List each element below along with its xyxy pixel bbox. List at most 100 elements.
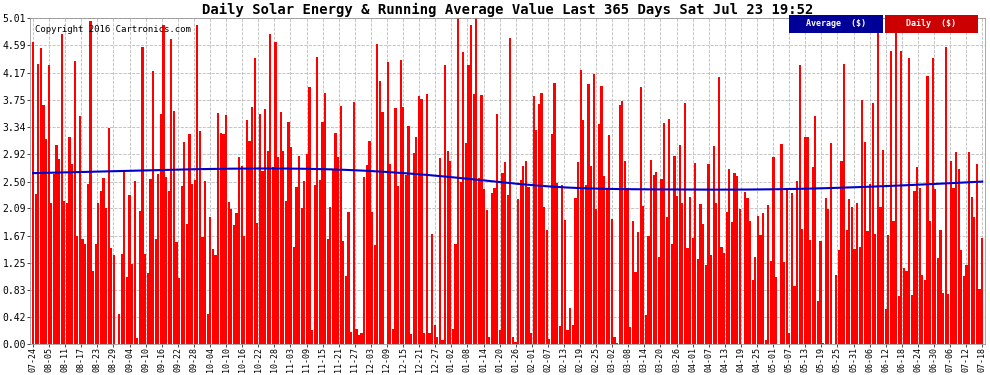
Bar bbox=[223, 134, 225, 345]
Bar bbox=[743, 192, 746, 345]
Bar bbox=[279, 112, 282, 345]
Bar bbox=[569, 308, 571, 345]
Bar bbox=[178, 279, 180, 345]
Bar bbox=[343, 241, 345, 345]
Bar bbox=[822, 343, 825, 345]
Bar bbox=[791, 193, 793, 345]
Bar bbox=[799, 65, 801, 345]
Bar bbox=[159, 114, 162, 345]
Bar bbox=[965, 265, 967, 345]
Bar bbox=[311, 330, 313, 345]
Bar bbox=[921, 274, 924, 345]
Bar bbox=[898, 296, 900, 345]
Bar bbox=[256, 223, 258, 345]
Bar bbox=[968, 152, 970, 345]
Bar bbox=[751, 280, 753, 345]
Bar bbox=[903, 267, 905, 345]
Bar bbox=[600, 86, 603, 345]
Bar bbox=[258, 114, 261, 345]
Bar bbox=[381, 112, 383, 345]
Bar bbox=[340, 106, 342, 345]
Bar bbox=[507, 195, 509, 345]
Bar bbox=[574, 198, 576, 345]
Bar bbox=[121, 254, 123, 345]
Bar bbox=[973, 217, 975, 345]
Bar bbox=[449, 160, 451, 345]
Bar bbox=[940, 230, 941, 345]
Bar bbox=[681, 203, 683, 345]
Bar bbox=[108, 129, 110, 345]
Bar bbox=[429, 333, 431, 345]
Bar bbox=[322, 122, 324, 345]
Bar bbox=[384, 344, 386, 345]
Bar bbox=[332, 170, 334, 345]
Bar bbox=[154, 239, 156, 345]
Bar bbox=[145, 255, 147, 345]
Bar bbox=[887, 235, 889, 345]
Bar bbox=[908, 58, 911, 345]
Bar bbox=[345, 276, 347, 345]
Bar bbox=[671, 244, 673, 345]
Bar bbox=[365, 165, 368, 345]
Bar bbox=[373, 245, 376, 345]
Bar bbox=[58, 159, 60, 345]
Bar bbox=[392, 329, 394, 345]
Bar bbox=[335, 133, 337, 345]
Bar bbox=[536, 130, 538, 345]
Bar bbox=[467, 65, 469, 345]
Bar bbox=[644, 315, 646, 345]
Bar bbox=[890, 51, 892, 345]
Bar bbox=[79, 116, 81, 345]
Bar bbox=[668, 119, 670, 345]
Bar bbox=[726, 213, 728, 345]
Bar bbox=[84, 244, 86, 345]
Bar bbox=[676, 196, 678, 345]
Bar bbox=[911, 295, 913, 345]
Bar bbox=[454, 244, 456, 345]
Bar bbox=[783, 262, 785, 345]
Bar bbox=[616, 343, 619, 345]
Bar bbox=[556, 183, 558, 345]
Bar bbox=[45, 138, 48, 345]
Bar bbox=[739, 209, 741, 345]
Bar bbox=[927, 76, 929, 345]
Bar bbox=[501, 173, 504, 345]
Bar bbox=[647, 236, 649, 345]
Bar bbox=[550, 134, 553, 345]
Bar bbox=[848, 200, 850, 345]
Bar bbox=[684, 103, 686, 345]
Bar bbox=[935, 189, 937, 345]
Bar bbox=[916, 167, 918, 345]
FancyBboxPatch shape bbox=[885, 15, 978, 33]
Bar bbox=[707, 164, 710, 345]
Bar bbox=[295, 187, 298, 345]
Bar bbox=[113, 255, 115, 345]
Bar bbox=[788, 333, 790, 345]
Bar bbox=[689, 197, 691, 345]
Bar bbox=[825, 198, 827, 345]
Bar bbox=[976, 164, 978, 345]
FancyBboxPatch shape bbox=[789, 15, 883, 33]
Bar bbox=[478, 177, 480, 345]
Bar bbox=[564, 220, 566, 345]
Bar bbox=[137, 338, 139, 345]
Bar bbox=[538, 104, 540, 345]
Bar bbox=[472, 93, 475, 345]
Text: Daily  ($): Daily ($) bbox=[907, 19, 956, 28]
Bar bbox=[60, 34, 62, 345]
Bar bbox=[713, 146, 715, 345]
Bar bbox=[879, 207, 882, 345]
Bar bbox=[253, 58, 255, 345]
Bar bbox=[871, 103, 874, 345]
Bar bbox=[215, 255, 217, 345]
Bar bbox=[55, 146, 57, 345]
Bar bbox=[577, 162, 579, 345]
Bar bbox=[515, 342, 517, 345]
Bar bbox=[162, 25, 164, 345]
Bar bbox=[637, 232, 640, 345]
Bar bbox=[196, 25, 198, 345]
Text: Copyright 2016 Cartronics.com: Copyright 2016 Cartronics.com bbox=[36, 25, 191, 34]
Bar bbox=[571, 325, 574, 345]
Bar bbox=[746, 198, 748, 345]
Bar bbox=[723, 254, 725, 345]
